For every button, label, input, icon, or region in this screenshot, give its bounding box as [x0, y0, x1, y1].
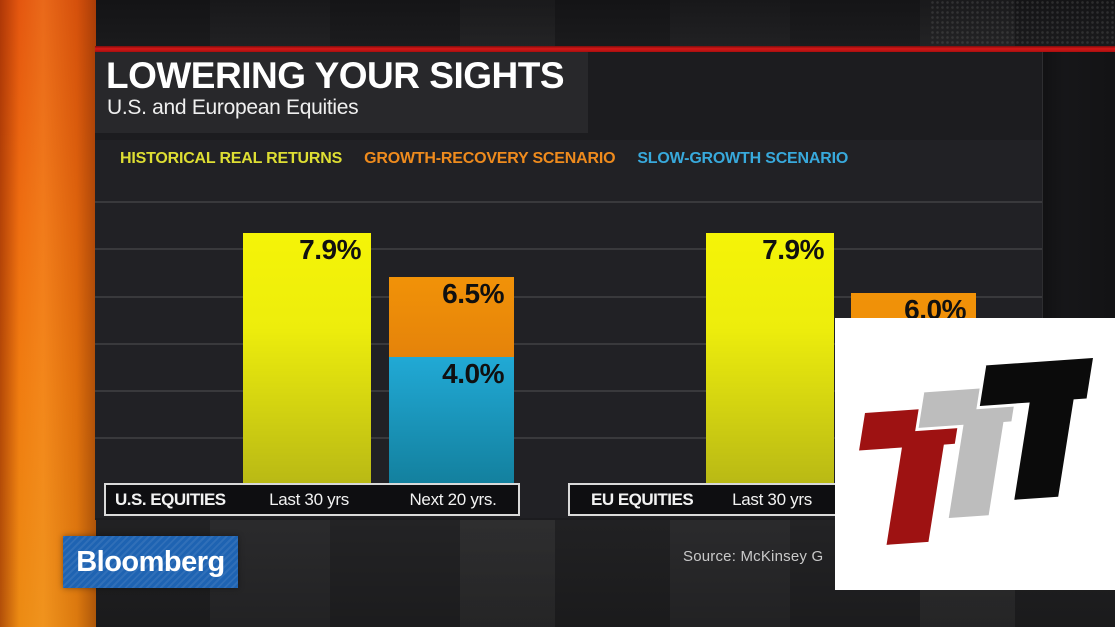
station-watermark: [835, 318, 1115, 590]
bar-segment-growth_recovery: [389, 277, 514, 357]
chart-legend: HISTORICAL REAL RETURNS GROWTH-RECOVERY …: [120, 150, 848, 168]
gridline: [95, 201, 1042, 203]
chart-subtitle: U.S. and European Equities: [107, 96, 359, 119]
bar-segment-historical: [243, 233, 371, 484]
background-texture: [930, 0, 1115, 46]
bar-segment-historical: [706, 233, 834, 484]
ttt-logo-icon: [859, 354, 1097, 545]
bar-segment-slow_growth: [389, 356, 514, 484]
orange-sidebar: [0, 0, 96, 627]
bar-value-label: 4.0%: [442, 357, 504, 389]
gridline: [95, 437, 1042, 439]
eu-tick-last-30-yrs: Last 30 yrs: [732, 490, 812, 509]
legend-growth-recovery-scenario: GROWTH-RECOVERY SCENARIO: [364, 150, 616, 167]
us-tick-next-20-yrs: Next 20 yrs.: [409, 490, 497, 509]
us-tick-last-30-yrs: Last 30 yrs: [269, 490, 349, 509]
title-panel: LOWERING YOUR SIGHTS U.S. and European E…: [95, 52, 588, 133]
bloomberg-logo-text: Bloomberg: [76, 545, 225, 578]
source-attribution: Source: McKinsey G: [683, 548, 824, 565]
eu-group-label: EU EQUITIES: [591, 490, 694, 509]
legend-slow-growth-scenario: SLOW-GROWTH SCENARIO: [637, 150, 849, 167]
accent-red-line: [95, 46, 1115, 52]
bar-value-label: 6.5%: [442, 278, 504, 310]
gridline: [95, 248, 1042, 250]
gridline: [95, 296, 1042, 298]
bar-value-label: 7.9%: [762, 234, 824, 266]
bar-value-label: 7.9%: [299, 234, 361, 266]
chart-title: LOWERING YOUR SIGHTS: [106, 55, 565, 96]
gridline: [95, 390, 1042, 392]
us-equities-axis-box: U.S. EQUITIES Last 30 yrs Next 20 yrs.: [104, 483, 520, 516]
bloomberg-logo: Bloomberg: [63, 536, 238, 588]
gridline: [95, 343, 1042, 345]
us-group-label: U.S. EQUITIES: [115, 490, 226, 509]
legend-historical-real-returns: HISTORICAL REAL RETURNS: [120, 150, 343, 167]
